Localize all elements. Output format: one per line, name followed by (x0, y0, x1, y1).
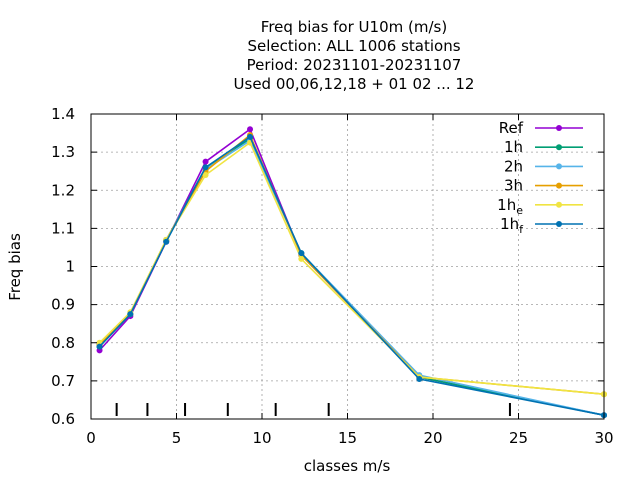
data-point (298, 250, 305, 257)
series-line (98, 141, 605, 395)
data-point (298, 255, 305, 262)
series-2 (96, 137, 607, 419)
legend-item: Ref (499, 119, 583, 137)
axis-ticks: 0.6 0.7 0.8 0.9 1 1.1 1.2 1.3 1.4 0 5 10 15 20 25 30 (51, 105, 613, 447)
grid-lines (91, 114, 604, 419)
series-5 (96, 133, 607, 419)
legend-label: 1h (504, 138, 523, 156)
legend-item: 2h (504, 157, 583, 175)
chart-title: Freq bias for U10m (m/s) Selection: ALL … (234, 18, 475, 93)
series-group (96, 126, 607, 419)
data-point (202, 164, 209, 171)
y-axis-label: Freq bias (6, 233, 24, 301)
legend-item: 1h (504, 138, 583, 156)
data-point (96, 343, 103, 350)
x-tick-label: 0 (86, 429, 96, 447)
series-line (98, 139, 605, 416)
x-tick-label: 15 (338, 429, 357, 447)
title-line-1: Freq bias for U10m (m/s) (261, 18, 447, 36)
title-line-4: Used 00,06,12,18 + 01 02 ... 12 (234, 75, 475, 93)
y-tick-label: 1.1 (51, 219, 75, 237)
x-axis-label: classes m/s (304, 457, 391, 475)
x-tick-label: 5 (172, 429, 182, 447)
data-point (202, 172, 209, 178)
series-0 (96, 126, 607, 419)
y-tick-label: 0.8 (51, 334, 75, 352)
y-tick-label: 0.9 (51, 296, 75, 314)
x-tick-label: 20 (423, 429, 442, 447)
legend-label: 3h (504, 177, 523, 195)
series-4 (96, 139, 607, 398)
legend-swatch-marker (556, 163, 562, 170)
legend-swatch-marker (556, 221, 562, 227)
y-tick-label: 0.7 (51, 372, 75, 390)
y-tick-label: 1.4 (51, 105, 75, 123)
series-1 (96, 135, 607, 419)
title-line-3: Period: 20231101-20231107 (247, 56, 462, 74)
legend-label: Ref (499, 119, 524, 137)
series-line (98, 135, 605, 416)
legend-swatch-marker (556, 144, 562, 151)
x-tick-label: 25 (509, 429, 528, 447)
data-point (247, 126, 254, 133)
y-tick-label: 1.3 (51, 143, 75, 161)
class-limit-marks (115, 403, 511, 416)
series-3 (96, 131, 607, 398)
data-point (163, 238, 170, 245)
legend-item: 1he (497, 196, 583, 217)
legend-label: 1he (497, 196, 523, 217)
legend-item: 3h (504, 177, 583, 195)
x-tick-label: 10 (252, 429, 271, 447)
series-line (98, 127, 605, 416)
x-tick-label: 30 (594, 429, 613, 447)
legend-label: 2h (504, 157, 523, 175)
y-tick-label: 1 (65, 258, 75, 276)
y-tick-label: 0.6 (51, 410, 75, 428)
legend-swatch-marker (556, 201, 562, 208)
legend-swatch-marker (556, 125, 562, 131)
data-point (416, 375, 423, 382)
series-line (98, 137, 605, 416)
y-tick-label: 1.2 (51, 181, 75, 199)
legend-swatch-marker (556, 182, 562, 189)
legend-item: 1hf (500, 215, 583, 236)
legend-label: 1hf (500, 215, 524, 236)
title-line-2: Selection: ALL 1006 stations (247, 37, 460, 55)
data-point (247, 133, 254, 140)
series-line (98, 133, 605, 395)
data-point (127, 311, 134, 318)
data-point (202, 158, 209, 165)
